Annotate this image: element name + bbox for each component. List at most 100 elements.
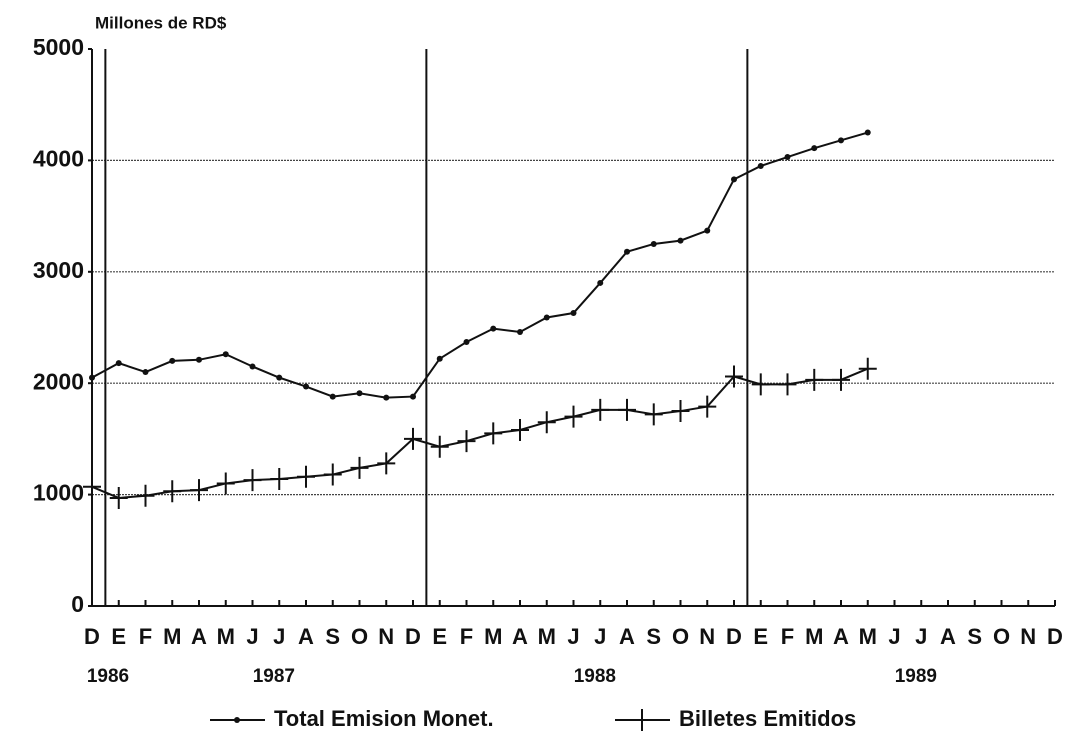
x-tick-label: F [781,624,794,649]
point [297,465,315,488]
point [698,395,717,418]
legend-label: Billetes Emitidos [679,706,856,731]
point [805,368,824,391]
point [751,373,770,396]
point [671,400,690,423]
point [537,411,556,434]
x-tick-label: J [915,624,927,649]
point [243,469,262,492]
x-tick-label: M [538,624,556,649]
x-tick-label: M [163,624,181,649]
point [142,369,149,376]
x-tick-label: D [405,624,421,649]
point [838,137,844,144]
series-line [91,367,869,499]
point [196,356,202,363]
x-tick-label: N [699,624,715,649]
y-tick-label: 2000 [33,368,84,394]
point [757,162,764,169]
point [704,227,711,234]
y-tick-label: 3000 [33,257,84,283]
point [517,328,523,335]
x-tick-label: S [646,624,661,649]
point [404,427,422,450]
point [410,393,416,400]
year-label: 1986 [87,666,129,687]
point [136,484,155,507]
point [109,486,128,509]
point [858,357,877,380]
point [778,373,797,396]
x-tick-label: N [1020,624,1036,649]
x-tick-label: E [432,624,447,649]
point [89,374,95,381]
point [377,452,396,475]
legend-label: Total Emision Monet. [274,706,494,731]
x-tick-label: E [111,624,126,649]
point [570,310,577,317]
point [190,479,208,502]
y-tick-label: 0 [71,591,84,617]
point [276,374,283,381]
point [650,240,657,247]
x-tick-label: O [672,624,689,649]
point [350,456,369,479]
x-tick-label: M [484,624,502,649]
point [677,237,684,244]
point [249,363,256,370]
point [564,405,583,428]
x-tick-label: S [967,624,982,649]
point [383,394,390,401]
legend-marker [234,717,240,723]
point [222,351,229,358]
point [511,418,529,441]
point [303,383,309,390]
point [216,472,235,495]
x-tick-label: A [512,624,528,649]
x-tick-label: J [246,624,258,649]
point [484,422,503,445]
point [832,368,850,391]
y-tick-label: 5000 [33,34,84,60]
x-tick-label: M [217,624,235,649]
x-tick-label: M [859,624,877,649]
point [329,393,336,400]
x-tick-label: J [888,624,900,649]
point [543,314,550,321]
x-tick-label: E [753,624,768,649]
x-tick-label: F [139,624,152,649]
x-tick-label: N [378,624,394,649]
point [169,357,176,364]
x-tick-label: D [84,624,100,649]
point [457,430,476,453]
x-tick-label: J [594,624,606,649]
x-tick-label: O [351,624,368,649]
x-tick-label: D [1047,624,1063,649]
x-tick-label: A [940,624,956,649]
y-tick-label: 1000 [33,480,84,506]
point [83,475,101,498]
x-tick-label: M [805,624,823,649]
year-label: 1988 [574,666,616,687]
x-tick-label: A [191,624,207,649]
point [270,468,289,491]
x-tick-label: S [325,624,340,649]
year-label: 1987 [253,666,295,687]
point [731,176,737,183]
point [115,360,122,367]
point [725,365,743,388]
point [463,338,470,345]
point [624,248,630,255]
y-axis-title: Millones de RD$ [95,13,227,32]
point [490,325,497,332]
point [618,398,636,421]
year-label: 1989 [895,666,937,687]
x-tick-label: A [298,624,314,649]
x-tick-label: J [567,624,579,649]
point [864,129,871,136]
point [784,154,791,161]
x-tick-label: O [993,624,1010,649]
point [591,398,610,421]
point [811,145,818,152]
